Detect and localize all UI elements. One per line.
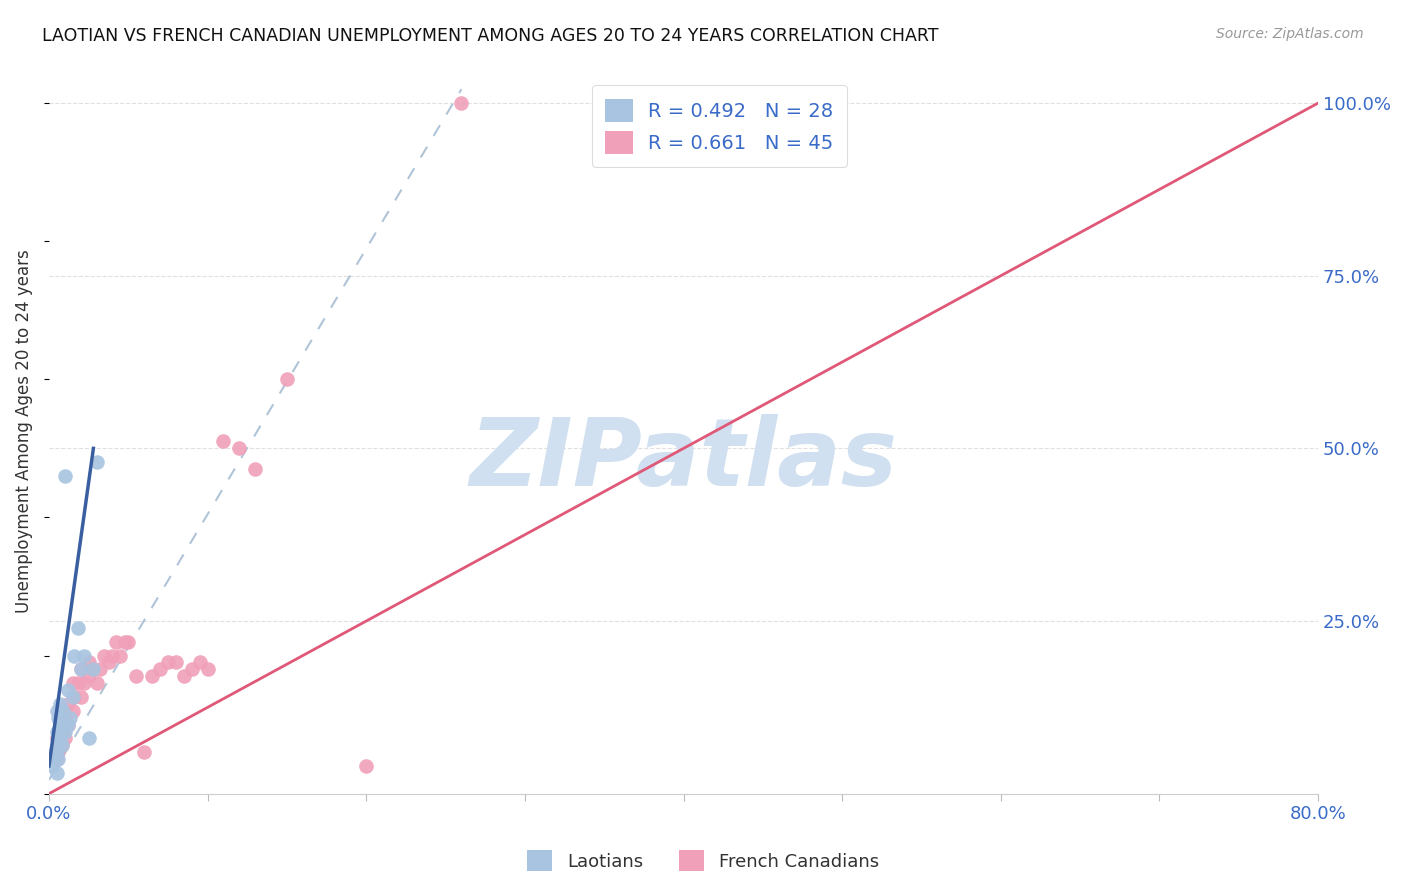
Point [104,634,127,648]
Point [53,724,76,739]
Point [212,434,235,449]
Point [63,690,86,704]
Point [56,697,79,711]
Point [45,704,67,718]
Point [56,683,79,698]
Point [149,662,172,676]
Point [62,676,84,690]
Point [69,690,91,704]
Text: Source: ZipAtlas.com: Source: ZipAtlas.com [1216,27,1364,41]
Point [45,745,67,759]
Point [245,462,267,476]
Point [110,648,132,663]
Point [41,759,63,773]
Point [56,717,79,731]
Point [276,372,298,386]
Point [42,752,65,766]
Point [51,739,73,753]
Point [48,752,70,766]
Point [141,669,163,683]
Point [56,717,79,731]
Point [45,724,67,739]
Point [197,662,219,676]
Point [45,752,67,766]
Point [49,731,72,746]
Point [134,745,156,759]
Point [73,676,96,690]
Point [48,711,70,725]
Point [48,739,70,753]
Point [51,724,73,739]
Point [450,96,472,111]
Point [188,656,211,670]
Point [69,662,91,676]
Point [44,745,66,759]
Point [62,704,84,718]
Point [156,656,179,670]
Point [356,759,378,773]
Point [228,442,250,456]
Text: ZIPatlas: ZIPatlas [470,414,897,506]
Point [53,711,76,725]
Point [45,731,67,746]
Point [82,662,104,676]
Point [89,662,111,676]
Point [63,648,86,663]
Point [53,731,76,746]
Legend: R = 0.492   N = 28, R = 0.661   N = 45: R = 0.492 N = 28, R = 0.661 N = 45 [592,86,846,168]
Point [77,731,100,746]
Point [51,717,73,731]
Legend: Laotians, French Canadians: Laotians, French Canadians [520,843,886,879]
Point [77,669,100,683]
Point [117,634,139,648]
Point [48,745,70,759]
Point [86,455,108,469]
Point [86,676,108,690]
Point [114,634,136,648]
Point [52,704,75,718]
Point [82,662,104,676]
Point [73,648,96,663]
Point [93,648,115,663]
Point [180,662,202,676]
Point [49,739,72,753]
Point [98,656,121,670]
Point [66,621,89,635]
Point [125,669,148,683]
Point [53,469,76,483]
Point [58,711,80,725]
Point [66,676,89,690]
Point [51,739,73,753]
Point [45,766,67,780]
Y-axis label: Unemployment Among Ages 20 to 24 years: Unemployment Among Ages 20 to 24 years [15,249,32,613]
Point [69,662,91,676]
Point [173,669,195,683]
Point [165,656,187,670]
Point [49,697,72,711]
Text: LAOTIAN VS FRENCH CANADIAN UNEMPLOYMENT AMONG AGES 20 TO 24 YEARS CORRELATION CH: LAOTIAN VS FRENCH CANADIAN UNEMPLOYMENT … [42,27,939,45]
Point [62,690,84,704]
Point [77,656,100,670]
Point [101,648,124,663]
